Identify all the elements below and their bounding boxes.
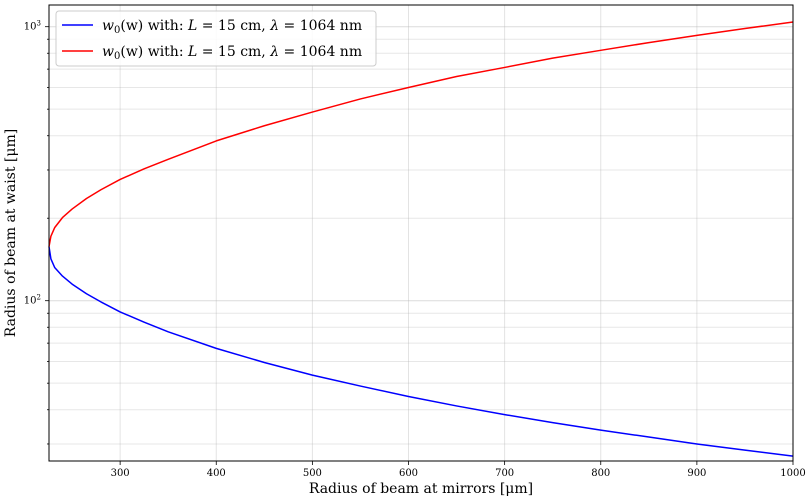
series-line-1	[48, 21, 794, 247]
legend-arg: (w) with:	[120, 44, 188, 60]
legend-sub: 0	[114, 51, 120, 62]
y-tick-exponent: 3	[37, 20, 41, 28]
x-tick-label: 600	[399, 468, 418, 479]
legend-lambda: λ	[269, 18, 279, 34]
grid-layer	[49, 5, 793, 461]
legend-sub: 0	[114, 25, 120, 36]
y-tick-label: 102	[24, 294, 41, 307]
legend-mid: = 15 cm,	[197, 44, 270, 60]
x-axis-label: Radius of beam at mirrors [μm]	[309, 481, 533, 497]
legend-mid: = 15 cm,	[197, 18, 270, 34]
legend-tail: = 1064 nm	[279, 44, 362, 60]
y-tick-base: 10	[24, 22, 37, 33]
series-line-0	[48, 246, 794, 457]
legend-box	[55, 10, 377, 67]
x-tick-label: 300	[111, 468, 130, 479]
legend: w0(w) with: L = 15 cm, λ = 1064 nm w0(w)…	[55, 10, 377, 67]
legend-L: L	[187, 18, 197, 34]
legend-L: L	[187, 44, 197, 60]
plot-frame	[48, 4, 794, 462]
legend-w: w	[102, 18, 114, 34]
x-tick-label: 900	[687, 468, 706, 479]
x-tick-label: 800	[591, 468, 610, 479]
series-layer	[48, 21, 794, 457]
legend-label-red: w0(w) with: L = 15 cm, λ = 1064 nm	[102, 44, 362, 62]
y-tick-base: 10	[24, 296, 37, 307]
legend-label-blue: w0(w) with: L = 15 cm, λ = 1064 nm	[102, 18, 362, 36]
legend-w: w	[102, 44, 114, 60]
y-tick-label: 103	[24, 20, 41, 33]
x-tick-label: 500	[303, 468, 322, 479]
legend-tail: = 1064 nm	[279, 18, 362, 34]
x-tick-label: 400	[207, 468, 226, 479]
y-tick-exponent: 2	[37, 294, 41, 302]
x-tick-label: 1000	[780, 468, 805, 479]
legend-arg: (w) with:	[120, 18, 188, 34]
legend-lambda: λ	[269, 44, 279, 60]
x-tick-label: 700	[495, 468, 514, 479]
y-axis-label: Radius of beam at waist [μm]	[3, 129, 19, 337]
